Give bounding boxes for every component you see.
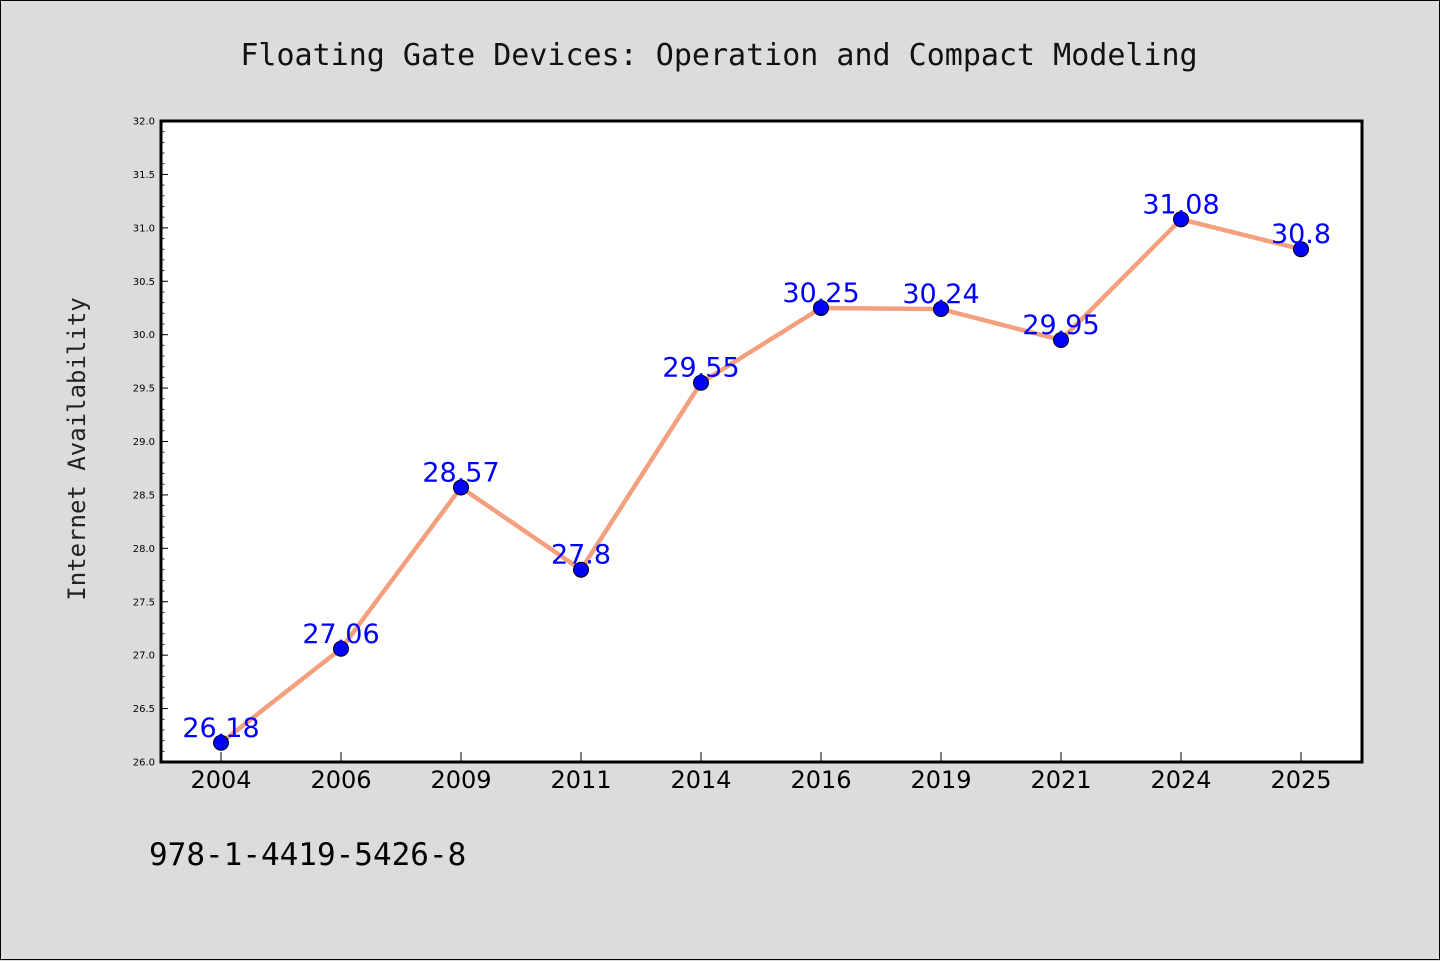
data-point-marker [573,561,589,578]
data-point-label: 28.57 [422,457,499,488]
y-tick-label: 27.5 [133,597,155,608]
y-tick-label: 29.5 [133,384,155,395]
data-point-marker [1173,211,1189,228]
y-tick-label: 31.5 [133,170,155,181]
data-point-label: 31.08 [1142,189,1219,220]
y-tick-label: 26.5 [133,704,155,715]
y-tick-label: 27.0 [133,651,155,662]
data-labels: 26.18 27.06 28.57 27.8 29.55 30.25 30.24 29.95 3… [182,189,1331,743]
x-tick-label: 2006 [310,766,371,794]
isbn-footer: 978-1-4419-5426-8 [149,837,466,873]
y-axis-label: Internet Availability [63,297,91,600]
data-point-label: 29.55 [662,353,739,384]
data-point-marker [333,640,349,657]
data-point-label: 29.95 [1022,310,1099,341]
series-line [218,217,1304,746]
data-point-label: 30.8 [1271,219,1331,250]
x-tick-label: 2009 [430,766,491,794]
x-axis-ticks: 2004 2006 2009 2011 2014 2016 2019 2021 2024 2025 [190,752,1332,794]
data-point-marker [213,734,229,751]
y-tick-label: 28.5 [133,490,155,501]
data-point-marker [1293,241,1309,258]
x-tick-label: 2004 [190,766,251,794]
x-tick-label: 2025 [1270,766,1331,794]
plot-area [159,119,1364,764]
chart-title: Floating Gate Devices: Operation and Com… [240,38,1197,73]
data-point-label: 26.18 [182,713,259,744]
y-tick-label: 31.0 [133,223,155,234]
y-tick-label: 32.0 [133,117,155,128]
data-point-label: 30.24 [902,279,979,310]
y-tick-label: 26.0 [133,758,155,769]
data-point-marker [693,374,709,391]
y-tick-label: 30.5 [133,277,155,288]
x-tick-label: 2016 [790,766,851,794]
data-point-marker [813,299,829,316]
series-line-group [218,217,1304,746]
data-points [213,211,1309,751]
y-tick-label: 30.0 [133,330,155,341]
y-tick-label: 28.0 [133,544,155,555]
data-point-label: 27.8 [551,540,611,571]
data-point-marker [1053,332,1069,349]
x-tick-label: 2011 [550,766,611,794]
x-tick-label: 2021 [1030,766,1091,794]
data-point-label: 30.25 [782,278,859,309]
x-tick-label: 2024 [1150,766,1211,794]
y-tick-label: 29.0 [133,437,155,448]
data-point-marker [933,301,949,318]
x-tick-label: 2014 [670,766,731,794]
data-point-label: 27.06 [302,619,379,650]
data-point-marker [453,479,469,496]
y-axis-ticks: 26.0 26.5 27.0 27.5 28.0 28.5 29.0 29.5 30.0 30.5… [133,117,168,769]
x-tick-label: 2019 [910,766,971,794]
